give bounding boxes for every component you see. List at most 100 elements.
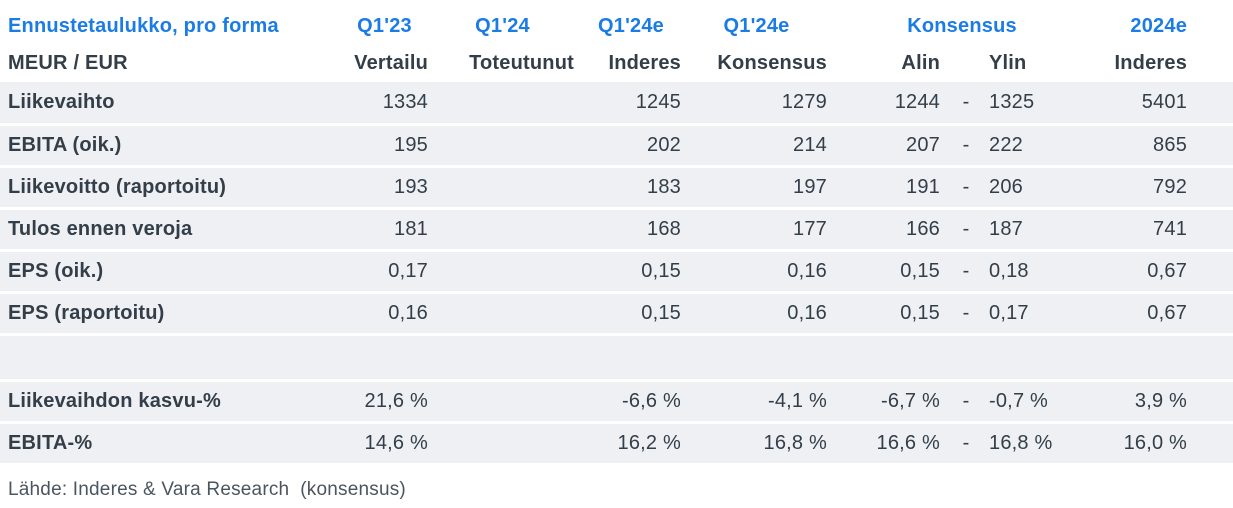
cell-alin: 16,6 %: [835, 422, 945, 466]
col-header-konsensus-range: Konsensus: [835, 0, 1061, 44]
col-header-q1-24: Q1'24: [430, 0, 580, 44]
cell-q1-23: 195: [340, 124, 430, 168]
cell-alin: 1244: [835, 82, 945, 126]
cell-2024e: 741: [1060, 208, 1233, 252]
cell-range-dash: -: [945, 208, 987, 252]
cell-q1-24e-inderes: 16,2 %: [580, 422, 685, 466]
cell-range-dash: -: [945, 124, 987, 168]
cell-q1-23: 0,17: [340, 250, 430, 294]
cell-range-dash: -: [945, 292, 987, 336]
cell-ylin: 1325: [987, 82, 1061, 126]
table-row-liikevoitto: Liikevoitto (raportoitu) 193 183 197 191…: [0, 166, 1233, 210]
source-note: Lähde: Inderes & Vara Research (konsensu…: [8, 478, 406, 500]
cell-label: Liikevaihdon kasvu-%: [0, 380, 340, 424]
subheader-ylin: Ylin: [987, 44, 1061, 82]
cell-q1-24: [430, 82, 580, 126]
table-row-eps-oik: EPS (oik.) 0,17 0,15 0,16 0,15 - 0,18 0,…: [0, 250, 1233, 294]
col-header-q1-24e-inderes: Q1'24e: [580, 0, 685, 44]
cell-q1-24: [430, 166, 580, 210]
cell-q1-24: [430, 380, 580, 424]
cell-q1-23: 193: [340, 166, 430, 210]
cell-alin: 0,15: [835, 292, 945, 336]
cell-range-dash: -: [945, 422, 987, 466]
cell-q1-23: 1334: [340, 82, 430, 126]
cell-2024e: 0,67: [1060, 292, 1233, 336]
table-row-liikevaihdon-kasvu: Liikevaihdon kasvu-% 21,6 % -6,6 % -4,1 …: [0, 380, 1233, 424]
cell-q1-24e-konsensus: -4,1 %: [685, 380, 835, 424]
cell-range-dash: -: [945, 82, 987, 126]
table-title: Ennustetaulukko, pro forma: [0, 0, 340, 44]
cell-q1-23: 14,6 %: [340, 422, 430, 466]
cell-q1-24e-inderes: 183: [580, 166, 685, 210]
spacer-cell: [0, 334, 1233, 382]
cell-label: Liikevaihto: [0, 82, 340, 126]
cell-q1-24: [430, 250, 580, 294]
cell-range-dash: -: [945, 380, 987, 424]
cell-label: Liikevoitto (raportoitu): [0, 166, 340, 210]
cell-q1-24e-inderes: 0,15: [580, 250, 685, 294]
cell-label: EBITA (oik.): [0, 124, 340, 168]
cell-alin: 0,15: [835, 250, 945, 294]
cell-2024e: 0,67: [1060, 250, 1233, 294]
col-header-q1-24e-konsensus: Q1'24e: [685, 0, 835, 44]
header-row-periods: Ennustetaulukko, pro forma Q1'23 Q1'24 Q…: [0, 0, 1233, 44]
cell-q1-24e-inderes: -6,6 %: [580, 380, 685, 424]
cell-ylin: 0,17: [987, 292, 1061, 336]
subheader-range-gap: [945, 44, 987, 82]
cell-q1-24e-inderes: 1245: [580, 82, 685, 126]
cell-ylin: 222: [987, 124, 1061, 168]
cell-q1-24e-konsensus: 16,8 %: [685, 422, 835, 466]
cell-2024e: 5401: [1060, 82, 1233, 126]
cell-q1-24e-inderes: 0,15: [580, 292, 685, 336]
header-row-subtitles: MEUR / EUR Vertailu Toteutunut Inderes K…: [0, 44, 1233, 82]
cell-range-dash: -: [945, 250, 987, 294]
cell-ylin: 16,8 %: [987, 422, 1061, 466]
table-row-ebita-oik: EBITA (oik.) 195 202 214 207 - 222 865: [0, 124, 1233, 168]
unit-label: MEUR / EUR: [0, 44, 340, 82]
cell-2024e: 865: [1060, 124, 1233, 168]
cell-q1-24e-konsensus: 197: [685, 166, 835, 210]
cell-q1-24: [430, 422, 580, 466]
cell-range-dash: -: [945, 166, 987, 210]
cell-q1-23: 21,6 %: [340, 380, 430, 424]
cell-ylin: 206: [987, 166, 1061, 210]
cell-ylin: 0,18: [987, 250, 1061, 294]
cell-q1-24e-konsensus: 0,16: [685, 250, 835, 294]
cell-q1-24: [430, 208, 580, 252]
cell-2024e: 3,9 %: [1060, 380, 1233, 424]
cell-q1-24: [430, 124, 580, 168]
cell-label: EBITA-%: [0, 422, 340, 466]
cell-q1-23: 0,16: [340, 292, 430, 336]
cell-q1-23: 181: [340, 208, 430, 252]
cell-2024e: 792: [1060, 166, 1233, 210]
forecast-table: Ennustetaulukko, pro forma Q1'23 Q1'24 Q…: [0, 0, 1233, 466]
cell-label: EPS (oik.): [0, 250, 340, 294]
col-header-2024e: 2024e: [1060, 0, 1233, 44]
cell-q1-24e-konsensus: 214: [685, 124, 835, 168]
cell-q1-24: [430, 292, 580, 336]
cell-q1-24e-konsensus: 0,16: [685, 292, 835, 336]
table-row-liikevaihto: Liikevaihto 1334 1245 1279 1244 - 1325 5…: [0, 82, 1233, 126]
cell-alin: 207: [835, 124, 945, 168]
cell-q1-24e-konsensus: 177: [685, 208, 835, 252]
cell-ylin: -0,7 %: [987, 380, 1061, 424]
col-header-q1-23: Q1'23: [340, 0, 430, 44]
cell-q1-24e-konsensus: 1279: [685, 82, 835, 126]
table-row-ebita-pct: EBITA-% 14,6 % 16,2 % 16,8 % 16,6 % - 16…: [0, 422, 1233, 466]
subheader-konsensus: Konsensus: [685, 44, 835, 82]
subheader-toteutunut: Toteutunut: [430, 44, 580, 82]
spacer-row: [0, 334, 1233, 382]
subheader-inderes: Inderes: [580, 44, 685, 82]
cell-ylin: 187: [987, 208, 1061, 252]
cell-q1-24e-inderes: 202: [580, 124, 685, 168]
cell-q1-24e-inderes: 168: [580, 208, 685, 252]
cell-alin: -6,7 %: [835, 380, 945, 424]
cell-alin: 166: [835, 208, 945, 252]
subheader-alin: Alin: [835, 44, 945, 82]
cell-alin: 191: [835, 166, 945, 210]
cell-label: EPS (raportoitu): [0, 292, 340, 336]
table-row-tulos-ennen-veroja: Tulos ennen veroja 181 168 177 166 - 187…: [0, 208, 1233, 252]
subheader-2024-inderes: Inderes: [1060, 44, 1233, 82]
subheader-vertailu: Vertailu: [340, 44, 430, 82]
table-row-eps-raportoitu: EPS (raportoitu) 0,16 0,15 0,16 0,15 - 0…: [0, 292, 1233, 336]
